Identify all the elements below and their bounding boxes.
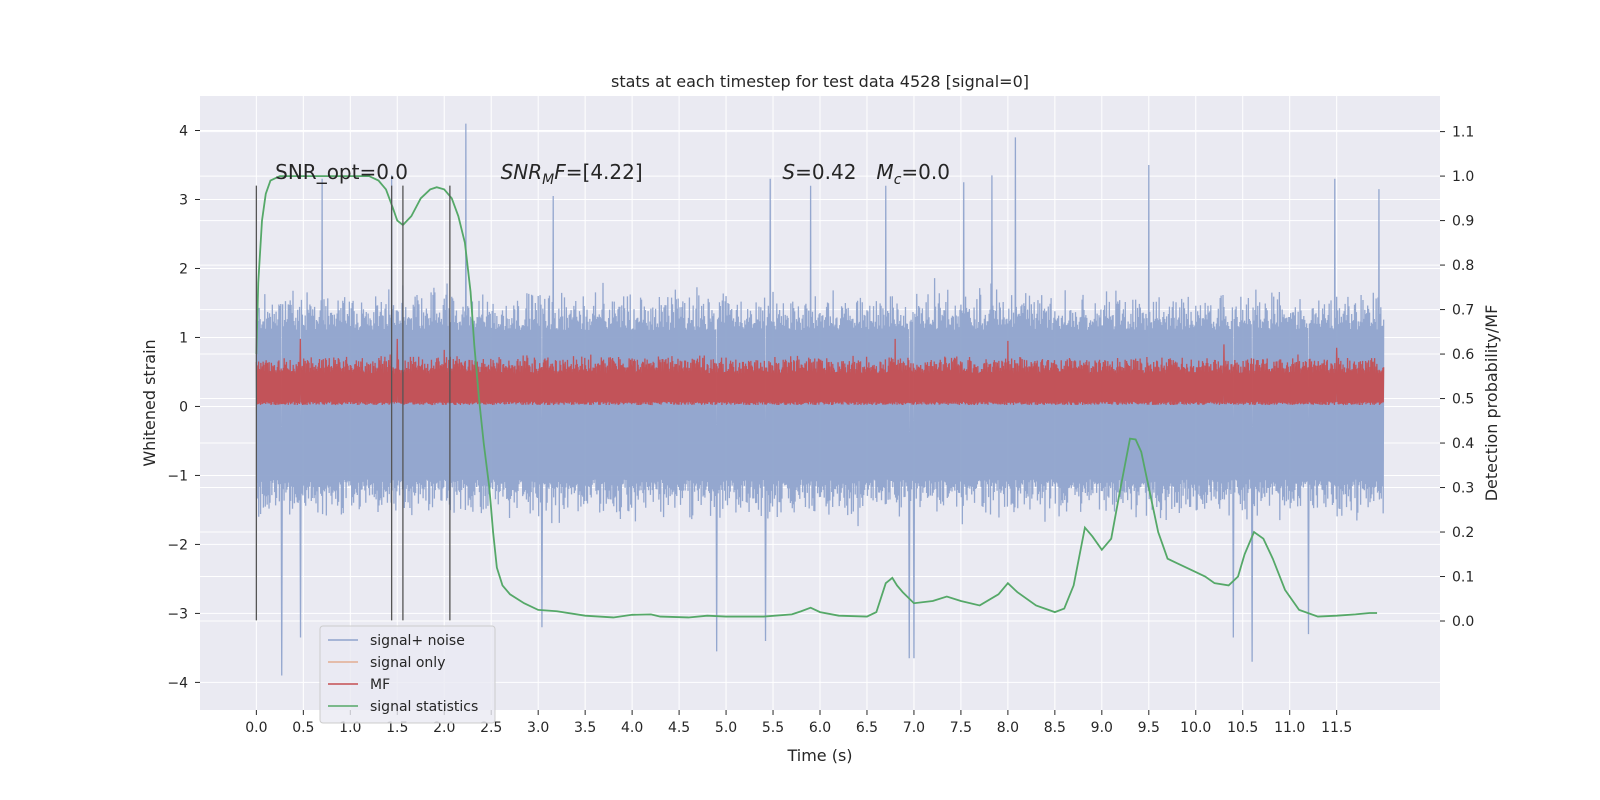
- x-tick-label-19: 9.5: [1138, 720, 1160, 736]
- x-tick-label-22: 11.0: [1274, 720, 1305, 736]
- y-right-tick-label-7: 0.7: [1452, 303, 1474, 319]
- y-right-tick-label-11: 1.1: [1452, 125, 1474, 141]
- x-tick-label-8: 4.0: [621, 720, 643, 736]
- vertical-markers: [255, 185, 451, 621]
- x-tick-label-11: 5.5: [762, 720, 784, 736]
- x-tick-label-18: 9.0: [1091, 720, 1113, 736]
- y-left-tick-label-1: −3: [167, 606, 188, 622]
- x-tick-label-9: 4.5: [668, 720, 690, 736]
- series-line-signal-statistics: [255, 175, 1378, 619]
- x-axis-label: Time (s): [786, 746, 852, 765]
- y-left-axis-label: Whitened strain: [140, 339, 159, 466]
- y-left-tick-label-8: 4: [179, 123, 188, 139]
- series-line-signal-noise: [255, 123, 1385, 676]
- annotation-snr-mf: SNRMF=[4.22]: [501, 160, 643, 188]
- y-right-tick-label-10: 1.0: [1452, 169, 1474, 185]
- legend-label-signal-only: signal only: [370, 655, 445, 671]
- annotation-snr-opt: SNR_opt=0.0: [275, 160, 408, 184]
- y-right-tick-label-6: 0.6: [1452, 347, 1474, 363]
- x-tick-label-5: 2.5: [480, 720, 502, 736]
- legend-label-mf: MF: [370, 677, 390, 693]
- y-left-tick-label-4: 0: [179, 399, 188, 415]
- x-tick-label-6: 3.0: [527, 720, 549, 736]
- legend-label-signal-statistics: signal statistics: [370, 699, 478, 715]
- legend-label-signal-noise: signal+ noise: [370, 633, 465, 649]
- chart-title: stats at each timestep for test data 452…: [611, 72, 1029, 91]
- legend-box: [319, 625, 496, 724]
- x-axis-ticks: 0.0 0.5 1.0 1.5 2.0 2.5 3.0 3.5 4.0 4.5 5.0 5.5 6.0 6…: [245, 710, 1352, 736]
- y-right-tick-label-1: 0.1: [1452, 570, 1474, 586]
- legend: signal+ noise signal only MF signal stat…: [319, 625, 496, 724]
- x-tick-label-21: 10.5: [1227, 720, 1258, 736]
- y-left-axis-ticks: −4 −3 −2 −1 0 1 2 3 4: [167, 123, 200, 691]
- y-right-axis-ticks: 0.0 0.1 0.2 0.3 0.4 0.5 0.6 0.7 0.8 0.9 1.0 1.1: [1440, 125, 1474, 630]
- x-tick-label-20: 10.0: [1180, 720, 1211, 736]
- x-tick-label-17: 8.5: [1044, 720, 1066, 736]
- x-tick-label-0: 0.0: [245, 720, 267, 736]
- y-right-tick-label-2: 0.2: [1452, 525, 1474, 541]
- y-right-tick-label-0: 0.0: [1452, 614, 1474, 630]
- y-left-tick-label-3: −1: [167, 468, 188, 484]
- y-right-tick-label-4: 0.4: [1452, 436, 1474, 452]
- x-tick-label-23: 11.5: [1321, 720, 1352, 736]
- x-tick-label-10: 5.0: [715, 720, 737, 736]
- x-tick-label-16: 8.0: [997, 720, 1019, 736]
- x-tick-label-1: 0.5: [292, 720, 314, 736]
- x-tick-label-7: 3.5: [574, 720, 596, 736]
- y-left-tick-label-2: −2: [167, 537, 188, 553]
- x-tick-label-14: 7.0: [903, 720, 925, 736]
- y-left-tick-label-5: 1: [179, 330, 188, 346]
- annotations: SNR_opt=0.0 SNRMF=[4.22] S=0.42 Mc=0.0: [275, 160, 950, 188]
- x-tick-label-2: 1.0: [339, 720, 361, 736]
- x-tick-label-15: 7.5: [950, 720, 972, 736]
- y-left-tick-label-0: −4: [167, 675, 188, 691]
- x-tick-label-4: 2.0: [433, 720, 455, 736]
- y-right-tick-label-5: 0.5: [1452, 392, 1474, 408]
- x-tick-label-13: 6.5: [856, 720, 878, 736]
- y-right-axis-label: Detection probability/MF: [1482, 305, 1501, 502]
- y-right-tick-label-9: 0.9: [1452, 214, 1474, 230]
- x-tick-label-12: 6.0: [809, 720, 831, 736]
- y-right-tick-label-3: 0.3: [1452, 481, 1474, 497]
- y-right-tick-label-8: 0.8: [1452, 258, 1474, 274]
- series-line-mf: [255, 338, 1385, 406]
- y-left-tick-label-6: 2: [179, 261, 188, 277]
- x-tick-label-3: 1.5: [386, 720, 408, 736]
- y-left-tick-label-7: 3: [179, 192, 188, 208]
- series-layer: [255, 123, 1385, 676]
- annotation-s-mc: S=0.42 Mc=0.0: [782, 160, 950, 188]
